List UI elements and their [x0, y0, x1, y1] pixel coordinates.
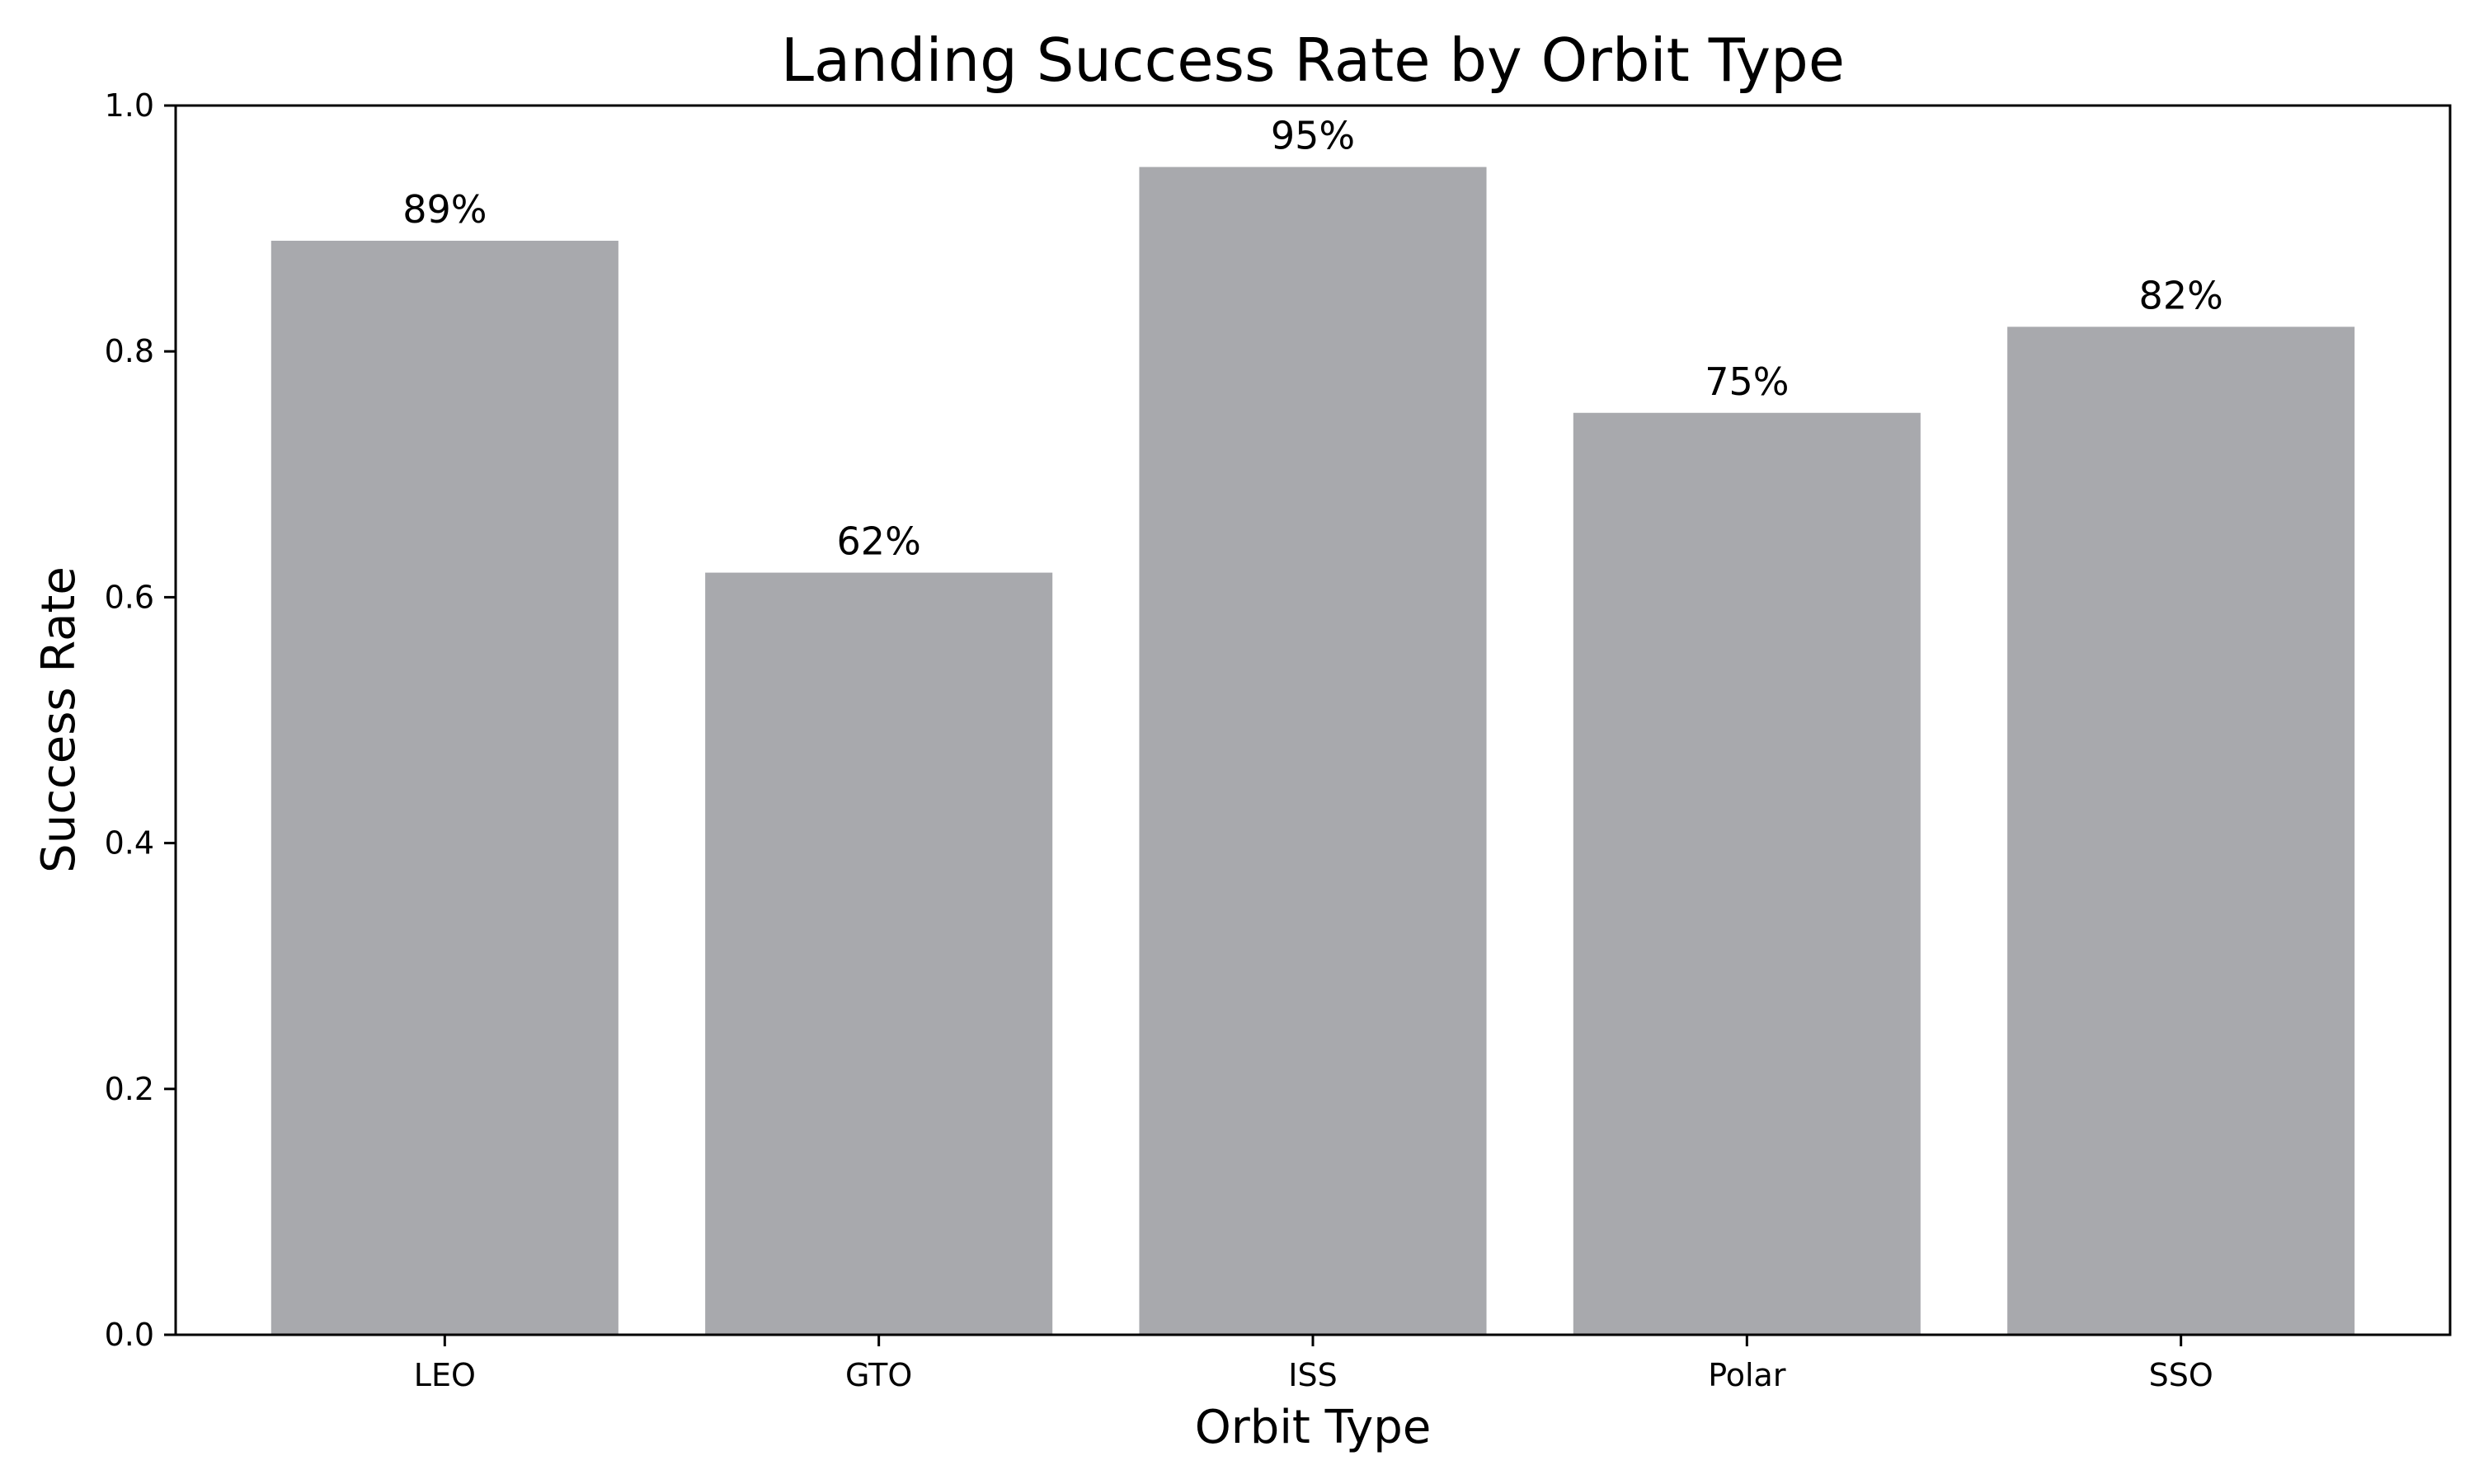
bar-sso — [2007, 326, 2355, 1335]
x-tick-label: GTO — [845, 1357, 912, 1393]
y-tick-label: 0.6 — [105, 579, 154, 615]
x-axis-ticks: LEO GTO ISS Polar SSO — [414, 1335, 2213, 1393]
x-axis-label: Orbit Type — [1195, 1401, 1432, 1454]
bar-leo — [270, 241, 618, 1335]
bars-group: 89% 62% 95% 75% 82% — [270, 114, 2355, 1335]
bar-iss — [1139, 167, 1487, 1335]
y-axis-ticks: 0.0 0.2 0.4 0.6 0.8 1.0 — [105, 87, 176, 1353]
data-label-polar: 75% — [1705, 359, 1789, 404]
data-label-sso: 82% — [2139, 273, 2223, 317]
x-tick-label: Polar — [1708, 1357, 1786, 1393]
y-axis-label: Success Rate — [32, 566, 86, 873]
x-tick-label: ISS — [1288, 1357, 1337, 1393]
x-tick-label: LEO — [414, 1357, 476, 1393]
y-tick-label: 1.0 — [105, 87, 154, 124]
data-label-gto: 62% — [837, 519, 921, 564]
bar-polar — [1573, 412, 1921, 1335]
y-tick-label: 0.2 — [105, 1071, 154, 1107]
data-label-leo: 89% — [402, 187, 487, 232]
bar-gto — [705, 572, 1053, 1335]
chart-title: Landing Success Rate by Orbit Type — [781, 26, 1845, 95]
data-label-iss: 95% — [1271, 114, 1355, 158]
x-tick-label: SSO — [2149, 1357, 2213, 1393]
y-tick-label: 0.0 — [105, 1317, 154, 1353]
y-tick-label: 0.4 — [105, 825, 154, 862]
plot-frame — [174, 104, 2452, 1336]
y-tick-label: 0.8 — [105, 333, 154, 369]
